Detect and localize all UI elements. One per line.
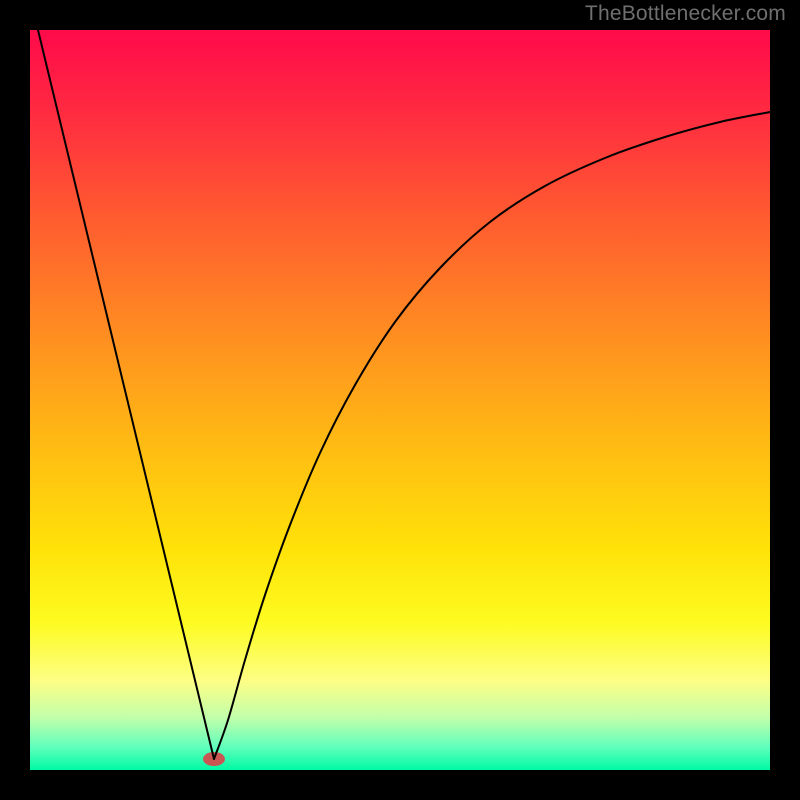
- plot-background: [30, 30, 770, 770]
- bottleneck-chart: TheBottlenecker.com: [0, 0, 800, 800]
- frame-right: [770, 0, 800, 800]
- chart-canvas: [0, 0, 800, 800]
- frame-left: [0, 0, 30, 800]
- frame-bottom: [0, 770, 800, 800]
- watermark-text: TheBottlenecker.com: [585, 2, 786, 26]
